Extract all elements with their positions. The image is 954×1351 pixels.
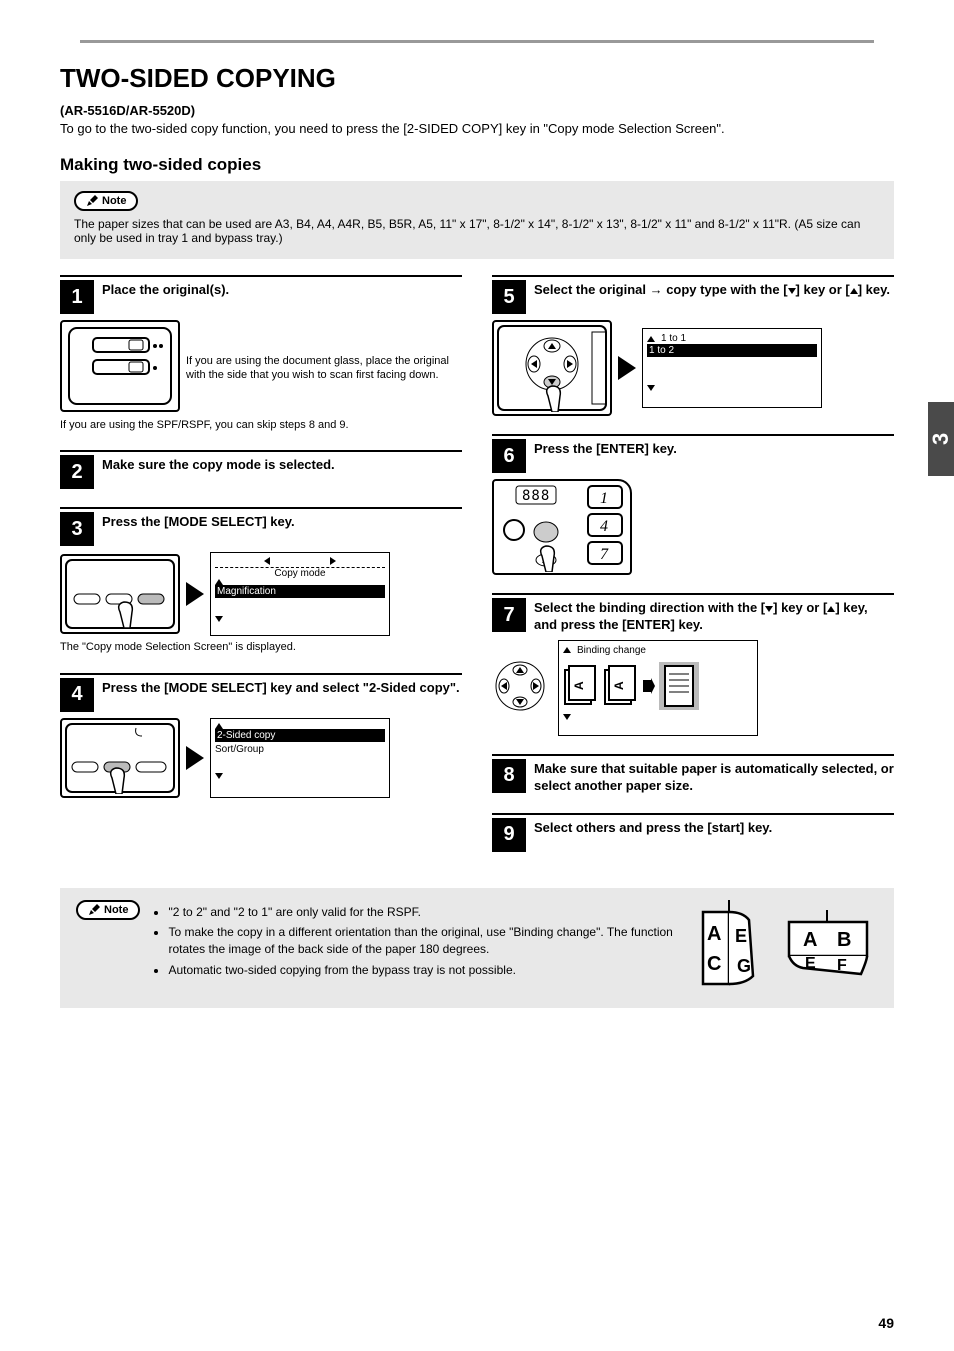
step-text: Press the [MODE SELECT] key. bbox=[102, 512, 462, 531]
note-pill: Note bbox=[74, 191, 138, 211]
illustration-enter: 888 1 4 7 bbox=[492, 479, 632, 575]
svg-text:A: A bbox=[707, 923, 721, 945]
note-box-1: Note The paper sizes that can be used ar… bbox=[60, 181, 894, 259]
step-7: 7 Select the binding direction with the … bbox=[492, 593, 894, 736]
note-box-2: Note "2 to 2" and "2 to 1" are only vali… bbox=[60, 888, 894, 1008]
step-number: 4 bbox=[60, 678, 94, 712]
step-number: 2 bbox=[60, 455, 94, 489]
step-number: 6 bbox=[492, 439, 526, 473]
step-5: 5 Select the original → copy type with t… bbox=[492, 275, 894, 416]
display-step3: Copy mode Magnification bbox=[210, 552, 390, 636]
svg-text:A: A bbox=[803, 929, 817, 951]
pencil-icon bbox=[86, 195, 98, 207]
svg-text:G: G bbox=[737, 956, 751, 976]
svg-text:F: F bbox=[837, 957, 847, 974]
step-1: 1 Place the original(s). bbox=[60, 275, 462, 432]
step-3-sub: The "Copy mode Selection Screen" is disp… bbox=[60, 640, 462, 654]
illustration-dpad bbox=[492, 658, 552, 717]
step-number: 5 bbox=[492, 280, 526, 314]
step-text: Select the original → copy type with the… bbox=[534, 280, 894, 299]
page-number: 49 bbox=[878, 1315, 894, 1331]
note-pill: Note bbox=[76, 900, 140, 920]
svg-text:A: A bbox=[572, 681, 586, 690]
svg-text:7: 7 bbox=[600, 546, 609, 563]
step-number: 9 bbox=[492, 818, 526, 852]
display-step5: 1 to 1 1 to 2 bbox=[642, 328, 822, 408]
svg-text:E: E bbox=[735, 926, 747, 946]
step-number: 1 bbox=[60, 280, 94, 314]
main-subtitle: (AR-5516D/AR-5520D) To go to the two-sid… bbox=[60, 102, 894, 137]
top-rule bbox=[80, 40, 874, 43]
step-4: 4 Press the [MODE SELECT] key and select… bbox=[60, 673, 462, 798]
step-text: Place the original(s). bbox=[102, 280, 462, 299]
illustration-arrows bbox=[492, 320, 612, 416]
step-number: 3 bbox=[60, 512, 94, 546]
step-text: Press the [ENTER] key. bbox=[534, 439, 894, 458]
svg-text:4: 4 bbox=[600, 518, 608, 535]
step-3: 3 Press the [MODE SELECT] key. bbox=[60, 507, 462, 654]
note2-text: "2 to 2" and "2 to 1" are only valid for… bbox=[152, 900, 676, 992]
step-text: Select others and press the [start] key. bbox=[534, 818, 894, 837]
note2-figure: A C E G A B E F bbox=[688, 900, 878, 992]
page-content: TWO-SIDED COPYING (AR-5516D/AR-5520D) To… bbox=[0, 0, 954, 1038]
arrow-icon bbox=[186, 582, 204, 606]
right-column: 5 Select the original → copy type with t… bbox=[492, 275, 894, 870]
section-title: Making two-sided copies bbox=[60, 155, 894, 175]
step-6: 6 Press the [ENTER] key. 888 bbox=[492, 434, 894, 575]
step-8: 8 Make sure that suitable paper is autom… bbox=[492, 754, 894, 795]
step-text: Select the binding direction with the []… bbox=[534, 598, 894, 634]
step-text: Press the [MODE SELECT] key and select "… bbox=[102, 678, 462, 697]
step-1-subtext: If you are using the document glass, pla… bbox=[186, 354, 462, 383]
pencil-icon bbox=[88, 904, 100, 916]
arrow-icon bbox=[618, 356, 636, 380]
svg-text:1: 1 bbox=[600, 490, 608, 507]
step-number: 7 bbox=[492, 598, 526, 632]
note2-item: Automatic two-sided copying from the byp… bbox=[168, 962, 676, 979]
illustration-placing bbox=[60, 320, 180, 412]
step-1-subtext2: If you are using the SPF/RSPF, you can s… bbox=[60, 418, 462, 432]
svg-text:B: B bbox=[837, 929, 851, 951]
svg-text:C: C bbox=[707, 953, 721, 975]
side-tab: 3 bbox=[928, 402, 954, 476]
left-column: 1 Place the original(s). bbox=[60, 275, 462, 870]
display-step4: 2-Sided copy Sort/Group bbox=[210, 718, 390, 798]
arrow-icon bbox=[186, 746, 204, 770]
note2-item: "2 to 2" and "2 to 1" are only valid for… bbox=[168, 904, 676, 921]
main-title: TWO-SIDED COPYING bbox=[60, 63, 894, 94]
step-text: Make sure the copy mode is selected. bbox=[102, 455, 462, 474]
step-text: Make sure that suitable paper is automat… bbox=[534, 759, 894, 795]
svg-text:888: 888 bbox=[522, 488, 550, 504]
svg-text:A: A bbox=[612, 681, 626, 690]
step-number: 8 bbox=[492, 759, 526, 793]
step-9: 9 Select others and press the [start] ke… bbox=[492, 813, 894, 852]
step-2: 2 Make sure the copy mode is selected. bbox=[60, 450, 462, 489]
illustration-mode-select2 bbox=[60, 718, 180, 798]
illustration-mode-select bbox=[60, 554, 180, 634]
display-step7: Binding change A A bbox=[558, 640, 758, 736]
note-text-1: The paper sizes that can be used are A3,… bbox=[74, 217, 880, 245]
svg-text:E: E bbox=[805, 955, 816, 972]
note2-item: To make the copy in a different orientat… bbox=[168, 924, 676, 958]
